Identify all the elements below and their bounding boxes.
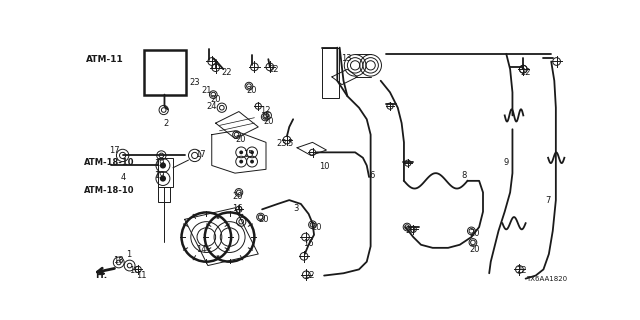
Bar — [157, 158, 173, 187]
Text: 18: 18 — [129, 266, 140, 275]
Text: 10: 10 — [319, 162, 329, 171]
Text: 20: 20 — [233, 192, 243, 201]
Text: 22: 22 — [305, 271, 316, 280]
Text: 22: 22 — [221, 68, 232, 77]
Text: 15: 15 — [243, 150, 253, 159]
Text: 14: 14 — [196, 245, 207, 254]
Text: 17: 17 — [195, 150, 205, 159]
Text: 1: 1 — [127, 250, 132, 259]
Circle shape — [160, 175, 166, 182]
Text: 5: 5 — [287, 139, 292, 148]
Text: 22: 22 — [268, 65, 279, 74]
Text: 8: 8 — [461, 171, 467, 180]
Circle shape — [239, 160, 243, 164]
Text: Fr.: Fr. — [95, 271, 108, 280]
Text: 20: 20 — [469, 229, 479, 238]
Text: 20: 20 — [259, 215, 269, 225]
Text: 16: 16 — [303, 239, 314, 248]
Text: 19: 19 — [154, 158, 165, 167]
Text: 18: 18 — [113, 256, 124, 265]
Text: 12: 12 — [260, 106, 271, 115]
Text: 16: 16 — [232, 204, 243, 213]
Text: 22: 22 — [516, 266, 527, 275]
Circle shape — [250, 160, 254, 164]
Bar — [143, 50, 186, 95]
Text: 23: 23 — [189, 78, 200, 87]
Text: 24: 24 — [206, 101, 217, 110]
Text: ATM-11: ATM-11 — [86, 55, 124, 64]
Text: 20: 20 — [312, 223, 322, 232]
Text: 7: 7 — [545, 196, 550, 205]
Text: ATM-18-10: ATM-18-10 — [84, 186, 134, 195]
Text: 20: 20 — [236, 135, 246, 144]
Text: 21: 21 — [201, 86, 211, 95]
Text: TX6AA1820: TX6AA1820 — [525, 276, 567, 282]
Text: 20: 20 — [263, 117, 273, 126]
Text: 23: 23 — [276, 139, 287, 148]
Text: 22: 22 — [520, 68, 531, 77]
Bar — [322, 48, 339, 98]
Bar — [157, 187, 170, 203]
Text: 20: 20 — [210, 95, 221, 104]
Text: 13: 13 — [341, 54, 352, 63]
Text: 20: 20 — [470, 245, 481, 254]
Text: ATM-18-10: ATM-18-10 — [84, 158, 134, 167]
Text: 17: 17 — [109, 146, 120, 155]
Circle shape — [239, 150, 243, 154]
Text: 20: 20 — [406, 226, 416, 235]
Text: 11: 11 — [136, 271, 147, 280]
Circle shape — [160, 162, 166, 169]
Text: 2: 2 — [163, 119, 168, 128]
Text: 6: 6 — [369, 171, 374, 180]
Text: 20: 20 — [246, 86, 257, 95]
Text: 9: 9 — [504, 158, 509, 167]
Circle shape — [250, 150, 254, 154]
Text: 3: 3 — [293, 204, 298, 213]
Text: 4: 4 — [120, 173, 125, 182]
Text: 19: 19 — [154, 171, 165, 180]
